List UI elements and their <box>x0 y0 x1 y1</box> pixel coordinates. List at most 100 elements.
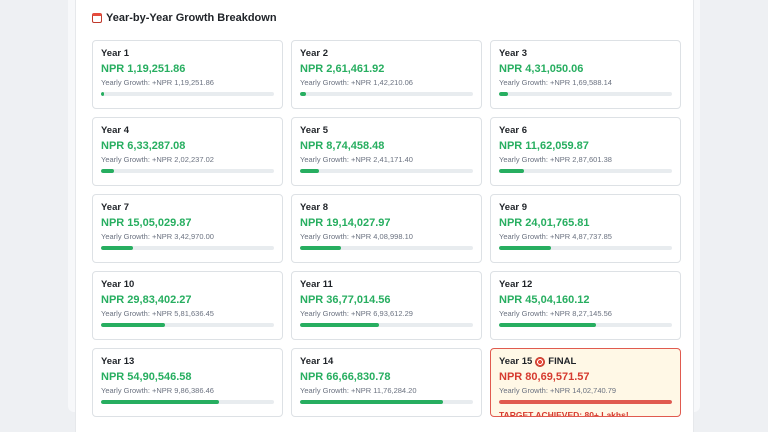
progress-bar-fill <box>499 323 596 327</box>
progress-bar-fill <box>101 246 134 250</box>
year-card: Year 2 NPR 2,61,461.92 Yearly Growth: +NPR… <box>291 40 482 109</box>
year-label-text: Year 6 <box>499 125 527 136</box>
year-label: Year 12 <box>499 279 672 290</box>
progress-bar <box>300 400 473 404</box>
progress-bar <box>101 92 274 96</box>
progress-bar-fill <box>300 400 443 404</box>
yearly-growth: Yearly Growth: +NPR 8,27,145.56 <box>499 309 612 318</box>
progress-bar <box>300 92 473 96</box>
year-label-text: Year 11 <box>300 279 333 290</box>
year-label-text: Year 7 <box>101 202 129 213</box>
year-amount: NPR 29,83,402.27 <box>101 294 192 306</box>
year-label-text: Year 14 <box>300 356 334 367</box>
progress-bar-fill <box>300 169 319 173</box>
year-card: Year 9 NPR 24,01,765.81 Yearly Growth: +NP… <box>490 194 681 263</box>
year-amount: NPR 80,69,571.57 <box>499 371 590 383</box>
yearly-growth: Yearly Growth: +NPR 11,76,284.20 <box>300 386 417 395</box>
year-cards-grid: Year 1 NPR 1,19,251.86 Yearly Growth: +NPR… <box>92 40 681 417</box>
year-card: Year 12 NPR 45,04,160.12 Yearly Growth: +N… <box>490 271 681 340</box>
year-amount: NPR 4,31,050.06 <box>499 63 584 75</box>
year-label: Year 10 <box>101 279 274 290</box>
year-label-text: Year 9 <box>499 202 527 213</box>
progress-bar <box>300 323 473 327</box>
year-label-text: Year 15 <box>499 356 533 367</box>
yearly-growth: Yearly Growth: +NPR 2,87,601.38 <box>499 155 612 164</box>
year-label: Year 3 <box>499 48 672 59</box>
year-label: Year 2 <box>300 48 473 59</box>
progress-bar-fill <box>300 246 341 250</box>
yearly-growth: Yearly Growth: +NPR 2,02,237.02 <box>101 155 214 164</box>
yearly-growth: Yearly Growth: +NPR 9,86,386.46 <box>101 386 214 395</box>
year-amount: NPR 11,62,059.87 <box>499 140 589 152</box>
year-label: Year 15 FINAL <box>499 356 672 367</box>
year-label-text: Year 5 <box>300 125 328 136</box>
year-amount: NPR 66,66,830.78 <box>300 371 391 383</box>
target-icon <box>535 356 546 367</box>
year-amount: NPR 36,77,014.56 <box>300 294 391 306</box>
year-label-text: Year 12 <box>499 279 533 290</box>
progress-bar <box>300 246 473 250</box>
year-card: Year 8 NPR 19,14,027.97 Yearly Growth: +NP… <box>291 194 482 263</box>
progress-bar-fill <box>499 92 509 96</box>
year-amount: NPR 54,90,546.58 <box>101 371 192 383</box>
year-label-text: Year 3 <box>499 48 527 59</box>
year-amount: NPR 1,19,251.86 <box>101 63 186 75</box>
year-card: Year 10 NPR 29,83,402.27 Yearly Growth: +N… <box>92 271 283 340</box>
progress-bar-fill <box>300 323 379 327</box>
year-amount: NPR 15,05,029.87 <box>101 217 192 229</box>
progress-bar-fill <box>101 400 219 404</box>
year-card: Year 1 NPR 1,19,251.86 Yearly Growth: +NPR… <box>92 40 283 109</box>
year-amount: NPR 19,14,027.97 <box>300 217 391 229</box>
year-label-text: Year 13 <box>101 356 135 367</box>
year-amount: NPR 45,04,160.12 <box>499 294 590 306</box>
year-card: Year 7 NPR 15,05,029.87 Yearly Growth: +NP… <box>92 194 283 263</box>
yearly-growth: Yearly Growth: +NPR 4,87,737.85 <box>499 232 612 241</box>
yearly-growth: Yearly Growth: +NPR 5,81,636.45 <box>101 309 214 318</box>
progress-bar <box>499 323 672 327</box>
yearly-growth: Yearly Growth: +NPR 14,02,740.79 <box>499 386 617 395</box>
year-card: Year 5 NPR 8,74,458.48 Yearly Growth: +NPR… <box>291 117 482 186</box>
yearly-growth: Yearly Growth: +NPR 1,69,588.14 <box>499 78 612 87</box>
year-label: Year 11 <box>300 279 473 290</box>
progress-bar-fill <box>499 400 672 404</box>
yearly-growth: Yearly Growth: +NPR 4,08,998.10 <box>300 232 413 241</box>
yearly-growth: Yearly Growth: +NPR 2,41,171.40 <box>300 155 413 164</box>
progress-bar <box>499 400 672 404</box>
progress-bar-fill <box>101 323 165 327</box>
progress-bar-fill <box>499 246 551 250</box>
yearly-growth: Yearly Growth: +NPR 1,19,251.86 <box>101 78 214 87</box>
progress-bar <box>499 246 672 250</box>
year-label: Year 14 <box>300 356 473 367</box>
year-amount: NPR 2,61,461.92 <box>300 63 385 75</box>
progress-bar <box>101 400 274 404</box>
growth-panel: Year-by-Year Growth Breakdown Year 1 NPR … <box>75 0 694 432</box>
progress-bar-fill <box>300 92 306 96</box>
calendar-icon <box>92 13 102 23</box>
year-label: Year 8 <box>300 202 473 213</box>
year-label: Year 1 <box>101 48 274 59</box>
year-card: Year 4 NPR 6,33,287.08 Yearly Growth: +NPR… <box>92 117 283 186</box>
progress-bar <box>499 92 672 96</box>
yearly-growth: Yearly Growth: +NPR 3,42,970.00 <box>101 232 214 241</box>
year-card: Year 13 NPR 54,90,546.58 Yearly Growth: +N… <box>92 348 283 417</box>
year-card: Year 11 NPR 36,77,014.56 Yearly Growth: +N… <box>291 271 482 340</box>
final-label: FINAL <box>548 356 577 367</box>
progress-bar <box>101 323 274 327</box>
progress-bar <box>101 169 274 173</box>
year-card: Year 3 NPR 4,31,050.06 Yearly Growth: +NPR… <box>490 40 681 109</box>
year-card: Year 14 NPR 66,66,830.78 Yearly Growth: +N… <box>291 348 482 417</box>
progress-bar-fill <box>101 92 104 96</box>
year-label: Year 5 <box>300 125 473 136</box>
year-label-text: Year 4 <box>101 125 129 136</box>
section-title: Year-by-Year Growth Breakdown <box>92 12 277 24</box>
year-label-text: Year 10 <box>101 279 135 290</box>
year-label: Year 4 <box>101 125 274 136</box>
yearly-growth: Yearly Growth: +NPR 6,93,612.29 <box>300 309 413 318</box>
year-label-text: Year 1 <box>101 48 129 59</box>
yearly-growth: Yearly Growth: +NPR 1,42,210.06 <box>300 78 413 87</box>
progress-bar-fill <box>499 169 524 173</box>
year-card: Year 6 NPR 11,62,059.87 Yearly Growth: +NP… <box>490 117 681 186</box>
progress-bar <box>300 169 473 173</box>
year-label-text: Year 8 <box>300 202 328 213</box>
progress-bar <box>499 169 672 173</box>
